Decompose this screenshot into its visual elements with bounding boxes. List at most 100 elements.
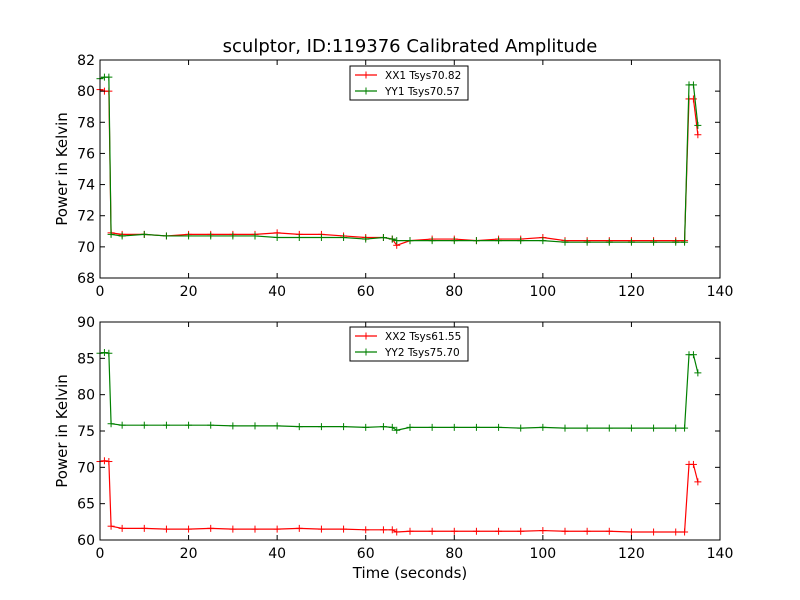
- y-tick-label: 72: [77, 209, 95, 225]
- data-point: [251, 525, 259, 533]
- legend-box: [349, 326, 469, 362]
- data-point: [229, 232, 237, 240]
- data-point: [340, 525, 348, 533]
- x-tick-label: 140: [707, 284, 734, 300]
- series-line-1: [99, 76, 699, 243]
- data-point: [681, 424, 689, 432]
- data-point: [517, 237, 525, 245]
- data-point: [694, 121, 702, 129]
- y-tick-label: 80: [77, 388, 95, 404]
- data-point: [627, 238, 635, 246]
- axis-ticks: 0 20 40 60 80 100 120 140 60 65 70 75 80 85 90: [77, 315, 733, 562]
- x-tick-label: 80: [445, 546, 463, 562]
- data-point: [207, 421, 215, 429]
- y-tick-label: 60: [77, 533, 95, 549]
- data-point: [672, 238, 680, 246]
- data-point: [379, 423, 387, 431]
- data-point: [495, 423, 503, 431]
- data-point: [317, 525, 325, 533]
- data-point: [650, 528, 658, 536]
- data-point: [388, 526, 396, 534]
- legend: XX2 Tsys61.55 YY2 Tsys75.70: [349, 326, 469, 362]
- data-point: [162, 421, 170, 429]
- data-point: [295, 524, 303, 532]
- y-tick-label: 80: [77, 84, 95, 100]
- data-point: [450, 527, 458, 535]
- data-point: [650, 424, 658, 432]
- data-point: [517, 424, 525, 432]
- data-point: [105, 458, 113, 466]
- data-point: [428, 527, 436, 535]
- data-point: [627, 528, 635, 536]
- axes-frame: [99, 59, 721, 279]
- data-point: [118, 421, 126, 429]
- data-point: [583, 238, 591, 246]
- data-point: [107, 522, 115, 530]
- data-point: [472, 527, 480, 535]
- data-point: [251, 232, 259, 240]
- data-point: [694, 369, 702, 377]
- data-point: [207, 232, 215, 240]
- legend-label: YY1 Tsys70.57: [384, 86, 460, 98]
- data-point: [605, 527, 613, 535]
- legend-label: XX1 Tsys70.82: [385, 70, 461, 82]
- y-tick-label: 70: [77, 460, 95, 476]
- x-tick-label: 40: [268, 284, 286, 300]
- data-point: [428, 237, 436, 245]
- data-point: [207, 524, 215, 532]
- x-tick-label: 60: [357, 284, 375, 300]
- x-tick-label: 80: [445, 284, 463, 300]
- data-point: [105, 73, 113, 81]
- top-chart: sculptor, ID:119376 Calibrated Amplitude…: [53, 36, 733, 300]
- data-point: [694, 131, 702, 139]
- data-point: [362, 235, 370, 243]
- data-point: [495, 527, 503, 535]
- y-tick-label: 74: [77, 178, 95, 194]
- data-point: [393, 528, 401, 536]
- data-point: [140, 524, 148, 532]
- x-tick-label: 20: [180, 546, 198, 562]
- chart-title: sculptor, ID:119376 Calibrated Amplitude: [223, 36, 598, 57]
- data-point: [393, 237, 401, 245]
- legend-label: YY2 Tsys75.70: [384, 347, 460, 359]
- data-point: [273, 525, 281, 533]
- data-point: [185, 421, 193, 429]
- y-tick-label: 76: [77, 146, 95, 162]
- data-point: [517, 527, 525, 535]
- data-point: [406, 237, 414, 245]
- data-point: [561, 238, 569, 246]
- data-point: [694, 478, 702, 486]
- data-point: [605, 238, 613, 246]
- data-point: [379, 234, 387, 242]
- data-point: [689, 95, 697, 103]
- data-point: [362, 423, 370, 431]
- data-point: [428, 423, 436, 431]
- data-point: [406, 423, 414, 431]
- data-point: [229, 525, 237, 533]
- data-point: [379, 526, 387, 534]
- data-point: [317, 234, 325, 242]
- data-point: [162, 525, 170, 533]
- data-point: [672, 424, 680, 432]
- x-tick-label: 140: [707, 546, 734, 562]
- x-tick-label: 100: [529, 284, 556, 300]
- data-point: [561, 527, 569, 535]
- x-tick-label: 120: [618, 546, 645, 562]
- y-tick-label: 82: [77, 53, 95, 69]
- data-point: [681, 528, 689, 536]
- legend-entry: XX1 Tsys70.82: [355, 70, 461, 82]
- x-tick-label: 100: [529, 546, 556, 562]
- data-point: [672, 528, 680, 536]
- data-point: [561, 424, 569, 432]
- x-axis-label: Time (seconds): [352, 564, 468, 582]
- y-tick-label: 85: [77, 351, 95, 367]
- data-point: [650, 238, 658, 246]
- legend: XX1 Tsys70.82 YY1 Tsys70.57: [349, 65, 469, 101]
- data-point: [495, 237, 503, 245]
- y-tick-label: 90: [77, 315, 95, 331]
- legend-entry: YY1 Tsys70.57: [355, 86, 460, 98]
- data-point: [118, 232, 126, 240]
- data-point: [100, 457, 108, 465]
- data-point: [627, 424, 635, 432]
